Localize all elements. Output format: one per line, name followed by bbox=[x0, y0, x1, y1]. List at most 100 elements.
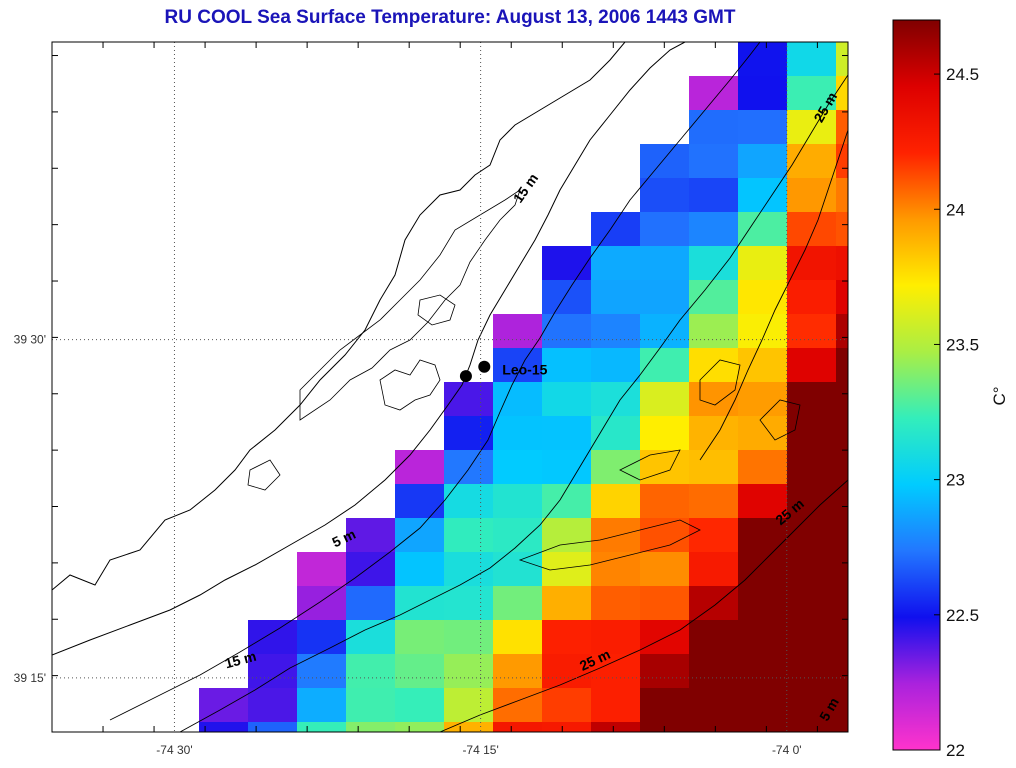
sst-cell bbox=[591, 416, 641, 451]
sst-cell bbox=[493, 382, 543, 417]
sst-cell bbox=[542, 518, 592, 553]
sst-cell bbox=[689, 450, 739, 485]
sst-cell bbox=[640, 246, 690, 281]
sst-cell bbox=[346, 620, 396, 655]
sst-cell bbox=[493, 518, 543, 553]
sst-cell bbox=[689, 144, 739, 179]
sst-cell bbox=[591, 620, 641, 655]
sst-cell bbox=[444, 552, 494, 587]
sst-cell bbox=[836, 246, 848, 281]
contour-5m bbox=[109, 42, 761, 721]
sst-cell bbox=[640, 654, 690, 689]
x-axis-labels: -74 30' -74 15' -74 0' bbox=[156, 743, 801, 757]
sst-cell bbox=[346, 552, 396, 587]
sst-cell bbox=[493, 688, 543, 723]
sst-cell bbox=[444, 654, 494, 689]
sst-cell bbox=[738, 484, 788, 519]
sst-cell bbox=[591, 586, 641, 621]
sst-cell bbox=[836, 178, 848, 213]
sst-cell bbox=[542, 688, 592, 723]
sst-cell bbox=[542, 620, 592, 655]
sst-cell bbox=[738, 280, 788, 315]
colorbar-gradient bbox=[892, 19, 941, 751]
sst-cell bbox=[493, 654, 543, 689]
sst-cell bbox=[836, 280, 848, 315]
sst-cell bbox=[640, 178, 690, 213]
contour-label: 15 m bbox=[223, 648, 258, 672]
x-tick-label: -74 0' bbox=[772, 743, 802, 757]
x-tick-label: -74 15' bbox=[462, 743, 498, 757]
sst-cell bbox=[542, 416, 592, 451]
station-label: Leo-15 bbox=[502, 362, 547, 378]
sst-cell bbox=[199, 722, 249, 732]
sst-cell bbox=[542, 654, 592, 689]
sst-cell bbox=[787, 552, 837, 587]
sst-cell bbox=[591, 280, 641, 315]
sst-cell bbox=[346, 518, 396, 553]
sst-cell bbox=[738, 76, 788, 111]
x-tick-label: -74 30' bbox=[156, 743, 192, 757]
sst-cell bbox=[444, 722, 494, 732]
sst-cell bbox=[297, 586, 347, 621]
sst-cell bbox=[591, 314, 641, 349]
sst-cell bbox=[787, 42, 837, 77]
contour-25m-south bbox=[439, 479, 848, 732]
mainland-coastline bbox=[52, 42, 626, 591]
sst-cell bbox=[836, 212, 848, 247]
sst-cell bbox=[787, 416, 837, 451]
sst-cell bbox=[738, 586, 788, 621]
sst-cell bbox=[689, 484, 739, 519]
sst-cell bbox=[689, 76, 739, 111]
sst-cell bbox=[493, 484, 543, 519]
sst-cell bbox=[395, 620, 445, 655]
sst-cell bbox=[444, 620, 494, 655]
sst-cell bbox=[640, 688, 690, 723]
sst-cell bbox=[591, 450, 641, 485]
sst-cell bbox=[542, 348, 592, 383]
sst-cell bbox=[787, 518, 837, 553]
sst-cell bbox=[836, 620, 848, 655]
sst-cell bbox=[248, 688, 298, 723]
sst-cell bbox=[738, 450, 788, 485]
sst-cell bbox=[787, 212, 837, 247]
sst-cell bbox=[787, 280, 837, 315]
contour-15m bbox=[179, 74, 848, 732]
sst-cell bbox=[297, 620, 347, 655]
sst-cell bbox=[493, 450, 543, 485]
sst-cell bbox=[542, 450, 592, 485]
sst-cell bbox=[787, 348, 837, 383]
sst-cell bbox=[836, 110, 848, 145]
sst-cell bbox=[738, 620, 788, 655]
sst-cell bbox=[493, 348, 543, 383]
sst-cell bbox=[542, 586, 592, 621]
sst-cell bbox=[738, 518, 788, 553]
sst-cell bbox=[787, 688, 837, 723]
sst-cell bbox=[738, 552, 788, 587]
contour-25m-north bbox=[699, 129, 848, 461]
sst-cell bbox=[395, 484, 445, 519]
sst-cell bbox=[395, 688, 445, 723]
sst-cell bbox=[346, 586, 396, 621]
sst-cell bbox=[836, 382, 848, 417]
sst-cell bbox=[836, 144, 848, 179]
sst-cell bbox=[738, 416, 788, 451]
sst-cell bbox=[738, 212, 788, 247]
sst-cell bbox=[395, 722, 445, 732]
station-dot bbox=[478, 360, 491, 373]
sst-cell bbox=[836, 416, 848, 451]
sst-cell bbox=[493, 552, 543, 587]
sst-cell bbox=[689, 280, 739, 315]
sst-cell bbox=[346, 688, 396, 723]
station-markers: Leo-15 bbox=[459, 360, 548, 383]
sst-cell bbox=[689, 518, 739, 553]
bay-islands-outline bbox=[247, 294, 456, 491]
sst-cell bbox=[444, 586, 494, 621]
sst-cell bbox=[640, 552, 690, 587]
sst-cell bbox=[787, 722, 837, 732]
sst-cell bbox=[591, 212, 641, 247]
shoal-outlines bbox=[518, 359, 801, 571]
sst-cell bbox=[689, 348, 739, 383]
sst-cell bbox=[836, 722, 848, 732]
